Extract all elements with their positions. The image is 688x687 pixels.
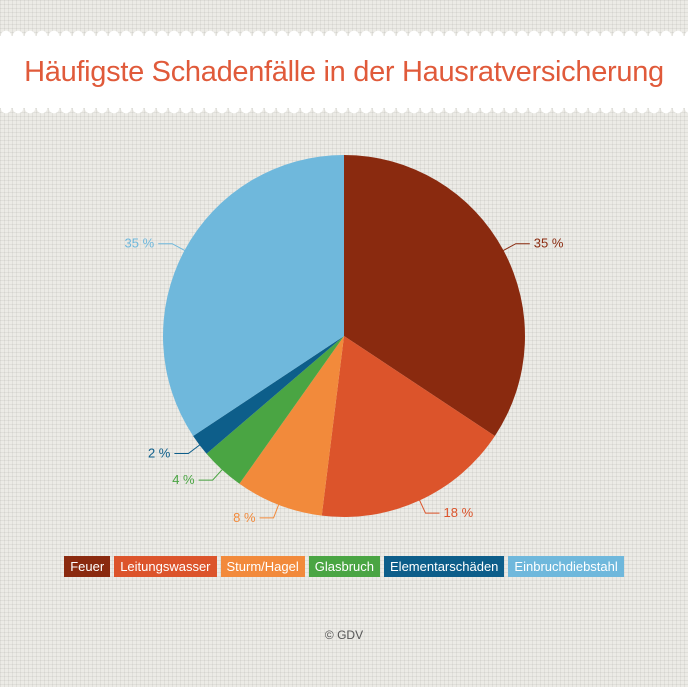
chart-title: Häufigste Schadenfälle in der Hausratver…	[24, 56, 664, 88]
slice-label-einbruchdiebstahl: 35 %	[125, 236, 155, 251]
legend-item-feuer: Feuer	[64, 556, 111, 577]
slice-label-glasbruch: 4 %	[172, 472, 195, 487]
legend-item-leitungswasser: Leitungswasser	[114, 556, 217, 577]
slice-glasbruch	[206, 336, 344, 484]
legend-item-glasbruch: Glasbruch	[308, 556, 381, 577]
slice-label-sturm-hagel: 8 %	[233, 510, 256, 525]
slice-einbruchdiebstahl	[163, 155, 344, 436]
legend: Feuer Leitungswasser Sturm/Hagel Glasbru…	[0, 556, 688, 577]
slice-sturm-hagel	[239, 336, 344, 516]
leader-line-elementarschaeden	[174, 442, 203, 455]
legend-item-sturm-hagel: Sturm/Hagel	[220, 556, 305, 577]
slice-label-leitungswasser: 18 %	[444, 505, 474, 520]
leader-line-leitungswasser	[417, 497, 440, 514]
legend-item-elementarschaeden: Elementarschäden	[384, 556, 505, 577]
slice-label-elementarschaeden: 2 %	[148, 446, 171, 461]
leader-line-sturm-hagel	[259, 501, 281, 519]
title-banner	[0, 28, 688, 116]
pie-slices	[163, 155, 525, 517]
slice-leitungswasser	[321, 336, 495, 517]
leader-lines	[158, 243, 530, 519]
slice-feuer	[344, 155, 525, 436]
legend-item-einbruchdiebstahl: Einbruchdiebstahl	[508, 556, 624, 577]
slice-elementarschaeden	[193, 336, 344, 454]
leader-line-einbruchdiebstahl	[158, 243, 188, 253]
leader-line-glasbruch	[198, 467, 225, 481]
slice-label-feuer: 35 %	[534, 236, 564, 251]
slice-labels: 35 % 18 % 8 % 4 %2 % 35 %	[125, 236, 564, 525]
source-note: © GDV	[324, 628, 364, 642]
leader-line-feuer	[500, 243, 530, 253]
